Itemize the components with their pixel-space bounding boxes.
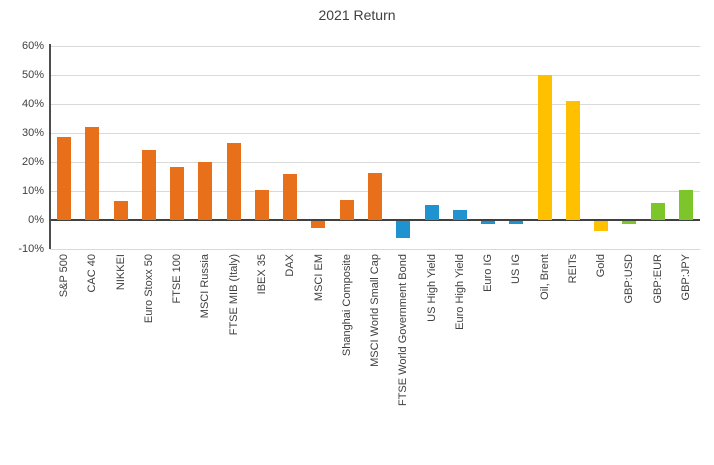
x-axis-label-slot: Euro IG	[474, 254, 502, 462]
x-axis-label-slot: IBEX 35	[248, 254, 276, 462]
x-axis-category-label: Gold	[595, 254, 608, 278]
bar-ibex-35	[254, 189, 269, 220]
y-axis-tick-label: 0%	[28, 214, 44, 226]
x-axis-category-label: MSCI World Small Cap	[369, 254, 382, 367]
bar-euro-ig	[481, 221, 496, 225]
x-axis-category-label: CAC 40	[86, 254, 99, 293]
x-axis-label-slot: REITs	[559, 254, 587, 462]
bar-ftse-world-government-bond	[396, 221, 411, 239]
gridline	[50, 133, 700, 134]
x-axis-category-label: DAX	[284, 254, 297, 277]
x-axis-category-label: REITs	[566, 254, 579, 284]
bar-gbp-jpy	[678, 190, 693, 220]
bar-us-high-yield	[424, 204, 439, 220]
x-axis-category-label: Shanghai Composite	[340, 254, 353, 357]
y-axis-tick-label: 20%	[21, 156, 44, 168]
y-axis-tick-label: 10%	[21, 185, 44, 197]
x-axis-label-slot: GBP:EUR	[644, 254, 672, 462]
y-axis-tick-label: 60%	[21, 40, 44, 52]
x-axis-label-slot: S&P 500	[50, 254, 78, 462]
x-axis-labels: S&P 500 CAC 40 NIKKEI Euro Stoxx 50 FTSE 100…	[50, 254, 700, 462]
x-axis-label-slot: FTSE 100	[163, 254, 191, 462]
x-axis-label-slot: MSCI EM	[304, 254, 332, 462]
x-axis-category-label: GBP:EUR	[651, 254, 664, 304]
bar-reits	[565, 101, 580, 220]
y-axis-line	[49, 44, 51, 249]
bar-nikkei	[113, 201, 128, 220]
x-axis-label-slot: Euro High Yield	[446, 254, 474, 462]
bar-dax	[283, 174, 298, 220]
x-axis-label-slot: GBP:JPY	[672, 254, 700, 462]
x-axis-label-slot: US IG	[502, 254, 530, 462]
x-axis-label-slot: DAX	[276, 254, 304, 462]
bar-gbp-usd	[622, 221, 637, 224]
bar-euro-high-yield	[452, 210, 467, 220]
x-axis-category-label: Euro IG	[482, 254, 495, 292]
x-axis-category-label: NIKKEI	[114, 254, 127, 291]
gridline	[50, 75, 700, 76]
x-axis-label-slot: US High Yield	[417, 254, 445, 462]
bar-euro-stoxx-50	[141, 150, 156, 220]
chart-title: 2021 Return	[318, 7, 396, 23]
x-axis-label-slot: Euro Stoxx 50	[135, 254, 163, 462]
x-axis-label-slot: GBP:USD	[615, 254, 643, 462]
x-axis-label-slot: Oil, Brent	[531, 254, 559, 462]
x-axis-category-label: GBP:JPY	[679, 254, 692, 301]
bar-gbp-eur	[650, 202, 665, 220]
x-axis-category-label: IBEX 35	[255, 254, 268, 295]
y-axis-tick-label: 40%	[21, 98, 44, 110]
x-axis-label-slot: Gold	[587, 254, 615, 462]
x-axis-label-slot: CAC 40	[78, 254, 106, 462]
x-axis-label-slot: FTSE MIB (Italy)	[220, 254, 248, 462]
y-axis-tick-label: -10%	[18, 243, 44, 255]
bar-ftse-mib-italy	[226, 143, 241, 220]
x-axis-label-slot: MSCI World Small Cap	[361, 254, 389, 462]
x-axis-category-label: FTSE World Government Bond	[397, 254, 410, 407]
x-axis-label-slot: MSCI Russia	[191, 254, 219, 462]
x-axis-label-slot: Shanghai Composite	[333, 254, 361, 462]
bar-msci-russia	[198, 162, 213, 220]
x-axis-category-label: GBP:USD	[623, 254, 636, 304]
x-axis-category-label: Euro Stoxx 50	[142, 254, 155, 324]
gridline	[50, 162, 700, 163]
bar-shanghai-composite	[339, 199, 354, 220]
bar-cac-40	[85, 127, 100, 220]
y-axis-tick-label: 50%	[21, 69, 44, 81]
bar-ftse-100	[170, 166, 185, 220]
gridline	[50, 46, 700, 47]
bar-msci-world-small-cap	[368, 173, 382, 220]
x-axis-category-label: FTSE 100	[171, 254, 184, 304]
x-axis-category-label: FTSE MIB (Italy)	[227, 254, 240, 336]
x-axis-category-label: Oil, Brent	[538, 254, 551, 300]
y-axis-tick-label: 30%	[21, 127, 44, 139]
x-axis-category-label: MSCI Russia	[199, 254, 212, 319]
bar-us-ig	[509, 221, 524, 224]
bar-msci-em	[311, 221, 326, 229]
bar-gold	[594, 221, 609, 232]
gridline	[50, 104, 700, 105]
x-axis-category-label: MSCI EM	[312, 254, 325, 302]
bar-oil-brent	[537, 75, 552, 220]
x-axis-category-label: Euro High Yield	[453, 254, 466, 330]
x-axis-category-label: US IG	[510, 254, 523, 284]
x-axis-category-label: US High Yield	[425, 254, 438, 322]
x-axis-zero-line	[50, 219, 700, 221]
x-axis-category-label: S&P 500	[58, 254, 71, 298]
gridline	[50, 249, 700, 250]
x-axis-label-slot: FTSE World Government Bond	[389, 254, 417, 462]
x-axis-label-slot: NIKKEI	[107, 254, 135, 462]
bar-s-p-500	[57, 136, 72, 220]
